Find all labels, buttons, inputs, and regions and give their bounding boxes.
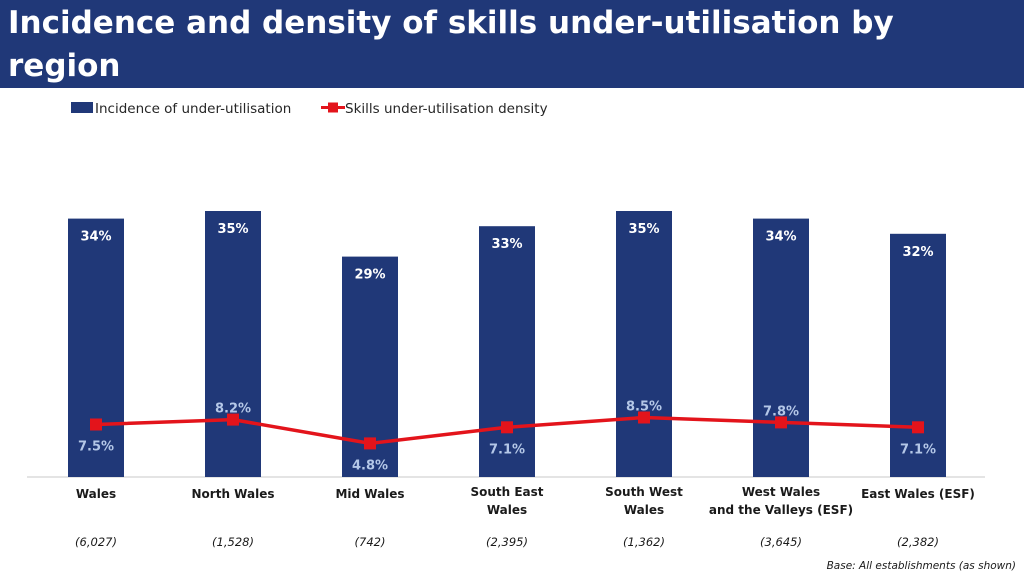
legend-swatch-bar [71, 102, 93, 113]
category-label: South West Wales [605, 485, 683, 517]
bar-value-label: 32% [902, 245, 933, 260]
base-count-label: (2,382) [897, 535, 939, 549]
density-value-label: 7.5% [78, 440, 114, 455]
density-value-label: 8.5% [626, 400, 662, 415]
x-axis-categories: Wales North Wales Mid Wales South East Wales… [76, 485, 975, 517]
legend: Incidence of under-utilisation Skills und… [71, 101, 548, 117]
category-label-line: Mid Wales [335, 487, 404, 501]
category-label: North Wales [192, 487, 275, 501]
bar [753, 218, 809, 477]
category-label-line: and the Valleys (ESF) [709, 503, 853, 517]
base-count-label: (1,362) [623, 535, 665, 549]
base-count-label: (1,528) [212, 535, 254, 549]
bar-value-label: 29% [354, 268, 385, 283]
category-label-line: South East [470, 485, 543, 499]
density-marker [912, 421, 924, 434]
category-label: South East Wales [470, 485, 543, 517]
category-label: Mid Wales [335, 487, 404, 501]
bar [479, 226, 535, 477]
base-count-label: (742) [355, 535, 386, 549]
category-label-line: Wales [487, 503, 527, 517]
bar [616, 211, 672, 477]
category-label-line: Wales [76, 487, 116, 501]
density-value-label: 4.8% [352, 458, 388, 473]
title-bar: Incidence and density of skills under-ut… [0, 0, 1024, 88]
chart-title: Incidence and density of skills under-ut… [8, 5, 894, 84]
base-count-label: (2,395) [486, 535, 528, 549]
density-marker [364, 437, 376, 450]
bar [890, 233, 946, 477]
legend-label-incidence: Incidence of under-utilisation [95, 101, 291, 117]
bars: 34% 35% 29% 33% 35% 34% 32% [68, 211, 946, 477]
density-value-label: 7.1% [489, 442, 525, 457]
category-label-line: Wales [624, 503, 664, 517]
legend-label-density: Skills under-utilisation density [345, 101, 548, 117]
density-marker [501, 421, 513, 434]
bar [205, 211, 261, 477]
category-label-line: East Wales (ESF) [861, 487, 975, 501]
category-label: East Wales (ESF) [861, 487, 975, 501]
density-value-label: 8.2% [215, 402, 251, 417]
base-count-label: (6,027) [75, 535, 117, 549]
density-value-label: 7.8% [763, 404, 799, 419]
legend-swatch-marker [328, 102, 338, 113]
density-series: 7.5% 8.2% 4.8% 7.1% 8.5% 7.8% 7.1% [78, 400, 936, 474]
bar [68, 218, 124, 477]
category-label: Wales [76, 487, 116, 501]
density-value-label: 7.1% [900, 442, 936, 457]
bar-value-label: 34% [80, 230, 111, 245]
category-label-line: South West [605, 485, 683, 499]
category-label: West Wales and the Valleys (ESF) [709, 485, 853, 517]
density-marker [90, 418, 102, 431]
chart: Incidence of under-utilisation Skills und… [27, 101, 1016, 572]
category-label-line: North Wales [192, 487, 275, 501]
footnote: Base: All establishments (as shown) [827, 560, 1016, 572]
bar-value-label: 34% [765, 230, 796, 245]
density-marker [638, 411, 650, 424]
category-label-line: West Wales [742, 485, 820, 499]
density-marker [775, 416, 787, 429]
bar-value-label: 35% [217, 222, 248, 237]
bar-value-label: 33% [491, 237, 522, 252]
base-count-label: (3,645) [760, 535, 802, 549]
bar-value-label: 35% [628, 222, 659, 237]
base-counts: (6,027) (1,528) (742) (2,395) (1,362) (3,645)… [75, 535, 939, 549]
density-marker [227, 413, 239, 426]
